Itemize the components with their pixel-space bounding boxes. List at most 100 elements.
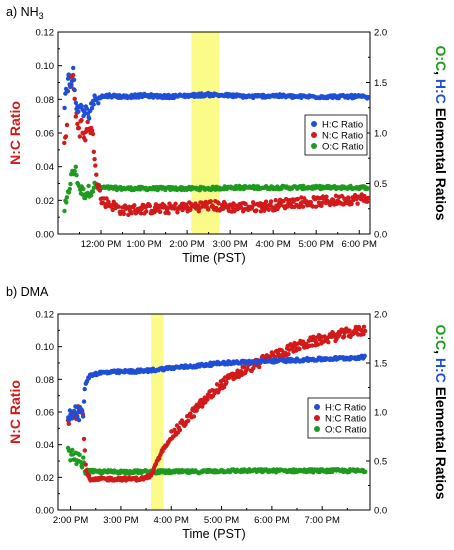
data-point bbox=[132, 203, 137, 208]
legend-marker bbox=[311, 143, 317, 149]
data-point bbox=[297, 204, 302, 210]
y-left-axis-label: N:C Ratio bbox=[7, 380, 23, 444]
data-point bbox=[64, 200, 69, 205]
y-right-tick-label: 1.5 bbox=[374, 78, 387, 89]
data-point bbox=[166, 211, 171, 216]
series-o-c-ratio bbox=[65, 445, 368, 476]
panel-label: b) DMA bbox=[6, 285, 49, 299]
y-left-tick-label: 0.06 bbox=[36, 129, 55, 140]
data-point bbox=[86, 473, 92, 478]
x-tick-label: 6:00 PM bbox=[342, 239, 377, 250]
data-point bbox=[116, 204, 121, 209]
data-point bbox=[84, 106, 90, 111]
legend-entry: O:C Ratio bbox=[325, 424, 367, 435]
data-point bbox=[93, 163, 98, 168]
data-point bbox=[104, 196, 109, 201]
data-point bbox=[68, 181, 73, 187]
data-point bbox=[297, 346, 302, 352]
data-points bbox=[65, 324, 368, 483]
data-point bbox=[365, 199, 370, 204]
y-right-tick-label: 1.5 bbox=[374, 359, 387, 370]
data-point bbox=[126, 212, 131, 217]
data-point bbox=[238, 205, 244, 210]
data-point bbox=[82, 386, 87, 392]
series-h-c-ratio bbox=[66, 353, 367, 423]
data-point bbox=[96, 183, 102, 189]
data-point bbox=[72, 87, 77, 93]
y-left-tick-label: 0.00 bbox=[36, 230, 55, 241]
data-point bbox=[157, 209, 163, 215]
data-point bbox=[349, 201, 354, 207]
series-h-c-ratio bbox=[62, 65, 370, 121]
data-point bbox=[361, 332, 366, 337]
x-tick-label: 3:00 PM bbox=[212, 239, 247, 250]
data-point bbox=[283, 196, 289, 202]
data-point bbox=[82, 448, 88, 453]
data-point bbox=[313, 204, 319, 209]
y-right-axis-label-part: , bbox=[433, 350, 449, 358]
data-point bbox=[243, 201, 248, 207]
data-point bbox=[286, 352, 291, 357]
data-point bbox=[121, 211, 127, 217]
legend-entry: N:C Ratio bbox=[322, 130, 363, 141]
data-point bbox=[72, 96, 77, 102]
x-tick-label: 2:00 PM bbox=[169, 239, 204, 250]
panel-label: a) NH3 bbox=[6, 5, 44, 21]
data-point bbox=[295, 341, 300, 346]
data-point bbox=[188, 411, 193, 416]
y-right-tick-label: 1.0 bbox=[374, 408, 387, 419]
data-point bbox=[64, 89, 70, 94]
data-point bbox=[365, 195, 370, 201]
data-point bbox=[363, 469, 368, 474]
data-point bbox=[363, 328, 368, 334]
data-point bbox=[80, 414, 86, 419]
data-point bbox=[64, 195, 70, 200]
data-point bbox=[68, 458, 73, 463]
y-left-tick-label: 0.12 bbox=[36, 28, 55, 39]
data-point bbox=[216, 387, 222, 393]
data-point bbox=[67, 408, 73, 413]
y-left-tick-label: 0.12 bbox=[36, 310, 55, 321]
data-point bbox=[324, 194, 329, 199]
x-axis-label: Time (PST) bbox=[182, 527, 245, 541]
data-point bbox=[62, 140, 67, 146]
data-point bbox=[67, 186, 73, 192]
panel-a-nh3: a) NH3 0.00 0.02 0.04 0.06 0.08 0.10 0.12 0.0 0.5… bbox=[6, 5, 449, 265]
data-point bbox=[308, 200, 313, 205]
data-point bbox=[258, 209, 264, 214]
y-left-tick-label: 0.06 bbox=[36, 408, 55, 419]
x-tick-label: 6:00 PM bbox=[254, 515, 289, 526]
data-point bbox=[75, 410, 81, 415]
y-right-tick-label: 2.0 bbox=[374, 28, 387, 39]
series-o-c-ratio bbox=[62, 164, 370, 214]
data-point bbox=[69, 416, 75, 421]
y-right-tick-label: 2.0 bbox=[374, 310, 387, 321]
data-point bbox=[79, 117, 84, 123]
y-right-tick-label: 0.0 bbox=[374, 230, 387, 241]
x-tick-label: 5:00 PM bbox=[204, 515, 239, 526]
data-point bbox=[90, 189, 96, 194]
data-point bbox=[365, 186, 370, 191]
y-right-axis-label: O:C, H:C Elemental Ratios bbox=[433, 324, 449, 499]
data-point bbox=[72, 168, 77, 174]
series-n-c-ratio bbox=[62, 72, 370, 217]
data-point bbox=[74, 173, 79, 178]
data-point bbox=[76, 109, 81, 114]
data-point bbox=[66, 421, 72, 426]
data-point bbox=[66, 72, 71, 77]
y-right-tick-label: 1.0 bbox=[374, 129, 387, 140]
x-tick-label: 3:00 PM bbox=[103, 515, 138, 526]
data-point bbox=[89, 128, 95, 133]
data-point bbox=[300, 204, 306, 209]
data-point bbox=[63, 134, 69, 139]
x-tick-label: 5:00 PM bbox=[299, 239, 334, 250]
data-point bbox=[138, 211, 144, 216]
data-point bbox=[361, 324, 367, 329]
x-tick-label: 1:00 PM bbox=[126, 239, 161, 250]
data-point bbox=[73, 100, 79, 106]
data-point bbox=[76, 125, 82, 131]
data-point bbox=[188, 207, 193, 212]
data-point bbox=[80, 192, 85, 197]
